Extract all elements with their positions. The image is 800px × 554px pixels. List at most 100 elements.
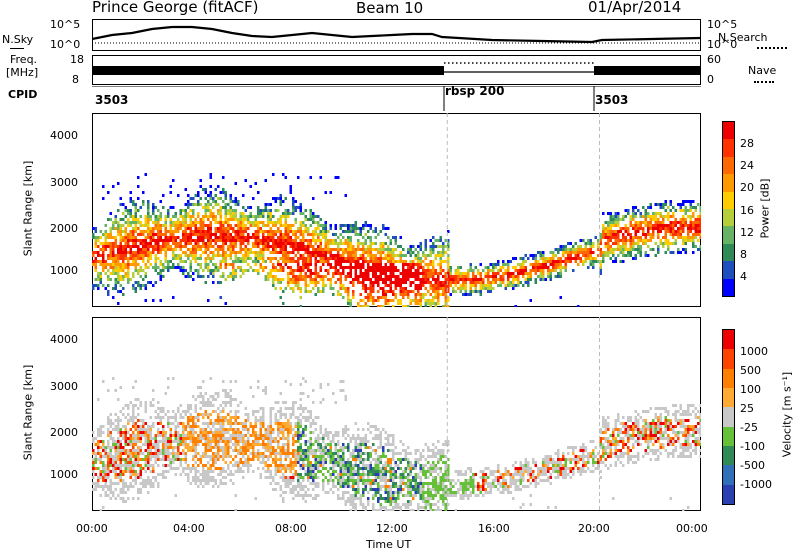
power-cell [632,257,635,260]
power-cell [352,281,355,284]
power-cell [484,275,487,278]
power-cell [679,230,682,233]
velocity-cell [157,455,160,458]
power-cell [529,278,532,281]
velocity-cell [282,491,285,494]
power-cell [204,248,207,251]
power-cell [427,269,430,272]
power-cell [94,242,97,245]
power-cell [309,257,312,260]
power-cell [619,227,622,230]
velocity-cell [119,479,122,482]
power-cell [529,254,532,257]
power-cell [292,224,295,227]
power-cell [97,272,100,275]
velocity-cell [214,482,217,485]
power-cell [459,278,462,281]
power-cell [307,227,310,230]
power-cell [112,227,115,230]
power-cell [574,260,577,263]
power-cell [447,254,450,257]
velocity-cell [304,380,307,383]
velocity-cell [102,485,105,488]
power-cell [142,245,145,248]
power-cell [132,239,135,242]
velocity-cell [232,431,235,434]
power-cell [349,245,352,248]
power-cell [237,218,240,221]
power-cell [377,275,380,278]
power-cell [204,260,207,263]
velocity-cell [294,422,297,425]
velocity-cell [257,449,260,452]
power-cell [329,242,332,245]
power-cell [129,263,132,266]
power-cell [94,257,97,260]
velocity-cell [249,458,252,461]
velocity-cell [147,491,150,494]
power-cell [189,260,192,263]
power-cell [104,287,107,290]
power-cell [434,296,437,299]
velocity-cell [99,434,102,437]
power-cell [694,224,697,227]
power-cell [514,269,517,272]
power-cell [437,299,440,302]
velocity-cell [224,437,227,440]
power-cell [374,299,377,302]
velocity-cell [117,425,120,428]
velocity-cell [209,422,212,425]
power-cell [447,269,450,272]
power-cell [447,248,450,251]
velocity-cell [194,404,197,407]
power-cell [424,254,427,257]
velocity-cell [294,452,297,455]
power-cell [304,218,307,221]
power-cell [347,299,350,302]
velocity-cell [307,410,310,413]
velocity-cell [209,446,212,449]
velocity-cell [107,488,110,491]
power-cell [382,266,385,269]
power-cell [539,257,542,260]
velocity-cell [222,410,225,413]
power-cell [689,224,692,227]
power-cell [424,299,427,302]
power-cell [369,236,372,239]
power-cell [172,179,175,182]
power-cell [294,206,297,209]
velocity-cell [267,446,270,449]
power-cell [224,278,227,281]
velocity-cell [189,440,192,443]
power-cell [477,269,480,272]
power-cell [407,275,410,278]
power-cell [462,284,465,287]
velocity-cell [254,437,257,440]
velocity-cell [184,413,187,416]
power-cell [364,269,367,272]
power-cell [239,269,242,272]
power-cell [624,215,627,218]
velocity-cell [144,407,147,410]
power-cell [349,254,352,257]
power-colorbar-swatch [723,191,734,209]
power-cell [217,203,220,206]
power-cell [194,242,197,245]
power-cell [304,227,307,230]
power-cell [319,218,322,221]
power-cell [294,218,297,221]
power-cell [392,293,395,296]
velocity-cell [294,434,297,437]
velocity-cell [194,407,197,410]
power-cell [94,239,97,242]
power-cell [162,239,165,242]
power-cell [332,233,335,236]
power-cell [369,296,372,299]
power-cell [339,284,342,287]
power-cell [272,257,275,260]
velocity-cell [277,410,280,413]
velocity-cell [94,455,97,458]
power-cell [372,260,375,263]
velocity-cell [227,401,230,404]
power-cell [354,221,357,224]
